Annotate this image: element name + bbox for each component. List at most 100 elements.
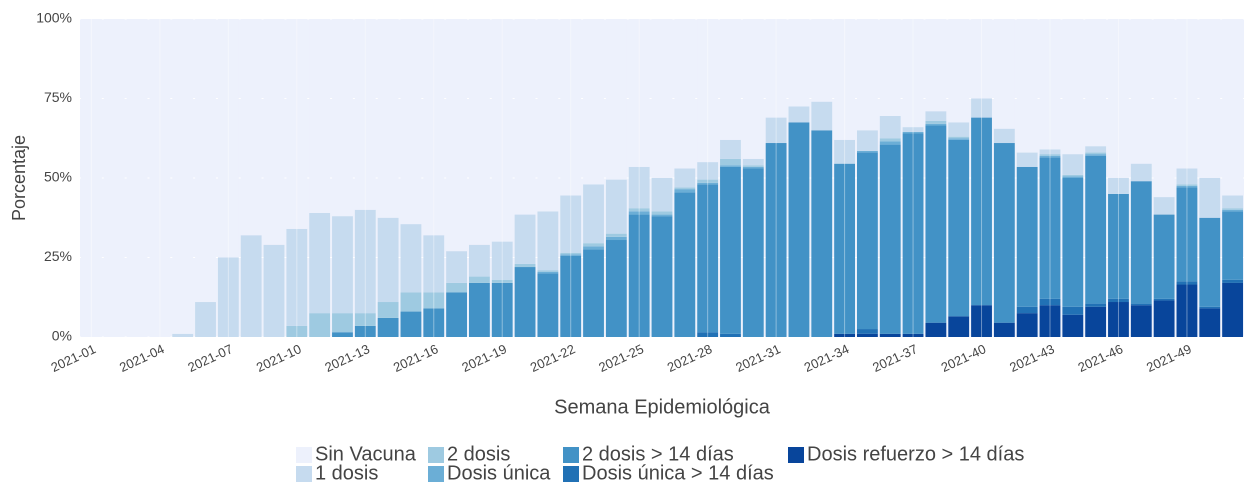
bar-segment (971, 117, 992, 306)
bar-segment (651, 214, 673, 217)
bar-segment (1039, 298, 1061, 306)
bar-segment (834, 19, 855, 140)
bar-segment (857, 329, 878, 334)
bar-segment (971, 305, 992, 337)
bar-segment (720, 165, 741, 167)
bar-segment (1176, 284, 1198, 337)
bar-segment (1039, 155, 1061, 158)
bar-segment (720, 158, 741, 166)
bar-segment (765, 117, 787, 144)
bar-segment (948, 19, 970, 123)
bar-segment (742, 19, 764, 159)
bar-segment (948, 316, 970, 337)
bar-segment (469, 282, 490, 337)
y-tick-label: 25% (44, 248, 72, 264)
bar-segment (971, 19, 992, 99)
bar-segment (1016, 152, 1038, 167)
bar-segment (742, 168, 764, 337)
bar-segment (217, 257, 239, 337)
x-tick-label: 2021-10 (254, 341, 304, 375)
bar-segment (332, 332, 353, 337)
bar-segment (948, 136, 970, 139)
bar-segment (674, 189, 696, 193)
bar-segment (1176, 185, 1198, 188)
bar-segment (1222, 195, 1243, 209)
legend-swatch (563, 466, 579, 482)
bar-segment (354, 325, 376, 337)
bar-segment (811, 101, 833, 131)
legend-swatch (788, 447, 804, 463)
bar-segment (1085, 155, 1107, 304)
legend-label: Dosis única > 14 días (582, 462, 774, 483)
bar-segment (902, 127, 924, 132)
bar-segment (103, 19, 125, 337)
bar-segment (1130, 305, 1152, 337)
bar-segment (1199, 217, 1221, 307)
bar-segment (537, 211, 559, 271)
bar-segment (560, 252, 582, 255)
bar-segment (1153, 197, 1175, 215)
bar-segment (286, 228, 308, 326)
bar-segment (605, 236, 627, 241)
bar-segment (811, 19, 833, 102)
bar-segment (1199, 19, 1221, 178)
bar-segment (971, 98, 992, 118)
x-tick-label: 2021-25 (596, 341, 646, 375)
bar-segment (1130, 181, 1152, 304)
legend-swatch (563, 447, 579, 463)
bar-segment (1176, 187, 1198, 282)
legend-label: Dosis refuerzo > 14 días (807, 443, 1024, 465)
bar-segment (537, 271, 559, 274)
x-tick-label: 2021-19 (459, 341, 509, 375)
bar-segment (674, 19, 696, 169)
legend-label: Dosis única (447, 462, 551, 483)
x-axis-title: Semana Epidemiológica (554, 396, 771, 418)
bar-segment (400, 311, 422, 337)
bar-segment (514, 263, 536, 268)
bar-segment (1130, 163, 1152, 182)
bar-segment (240, 235, 262, 337)
bar-segment (857, 150, 878, 153)
bar-segment (446, 282, 467, 293)
bar-segment (948, 139, 970, 317)
bar-segment (1085, 303, 1107, 307)
legend-swatch (296, 466, 312, 482)
bar-segment (788, 19, 810, 107)
bar-segment (857, 152, 878, 330)
bar-segment (1062, 306, 1084, 315)
bar-segment (697, 179, 719, 183)
bar-segment (1222, 19, 1243, 196)
bar-segment (1176, 184, 1198, 186)
bar-segment (697, 162, 719, 180)
bar-segment (332, 19, 353, 217)
bar-segment (628, 211, 650, 215)
bar-segment (583, 243, 604, 247)
bar-segment (902, 131, 924, 134)
bar-segment (605, 19, 627, 180)
bar-segment (925, 322, 947, 337)
bar-segment (1062, 178, 1084, 307)
bar-segment (720, 19, 741, 140)
bar-segment (195, 19, 216, 303)
bar-segment (742, 165, 764, 167)
bar-segment (993, 143, 1015, 323)
bar-segment (583, 19, 604, 185)
bar-segment (583, 246, 604, 250)
bar-segment (491, 279, 513, 283)
bar-segment (1153, 298, 1175, 301)
y-tick-label: 0% (52, 328, 72, 344)
bar-segment (993, 19, 1015, 129)
bar-segment (674, 168, 696, 188)
bar-segment (354, 313, 376, 326)
bar-segment (720, 333, 741, 337)
bar-segment (1222, 211, 1243, 280)
bar-segment (172, 333, 194, 337)
bar-segment (628, 166, 650, 209)
x-tick-label: 2021-28 (665, 341, 715, 375)
bar-segment (560, 195, 582, 253)
bar-segment (423, 308, 445, 337)
bar-segment (400, 224, 422, 293)
bar-segment (742, 166, 764, 169)
bar-segment (857, 19, 878, 131)
x-tick-label: 2021-37 (870, 341, 920, 375)
